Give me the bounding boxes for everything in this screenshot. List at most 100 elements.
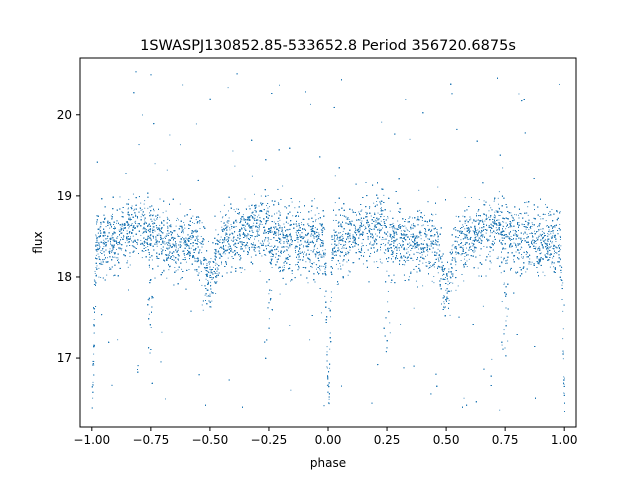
data-point xyxy=(130,217,131,219)
data-point xyxy=(192,222,193,224)
data-point xyxy=(163,269,165,271)
data-point xyxy=(527,214,529,216)
data-point xyxy=(149,243,151,245)
data-point xyxy=(520,213,522,215)
data-point xyxy=(442,274,443,276)
data-point xyxy=(152,232,154,234)
data-point xyxy=(275,256,277,258)
data-point xyxy=(471,197,472,199)
data-point xyxy=(538,237,539,239)
data-point xyxy=(117,258,119,260)
data-point xyxy=(477,233,479,235)
data-point xyxy=(477,210,479,212)
data-point xyxy=(379,230,381,232)
data-point xyxy=(525,271,527,273)
data-point xyxy=(507,223,509,225)
data-point xyxy=(531,244,533,246)
data-point xyxy=(334,246,336,248)
data-point xyxy=(421,251,423,253)
data-point xyxy=(227,87,229,89)
data-point xyxy=(232,150,234,152)
data-point xyxy=(147,224,149,226)
data-point xyxy=(455,253,457,255)
data-point xyxy=(503,226,505,228)
data-point xyxy=(215,229,217,231)
data-point xyxy=(464,263,466,265)
data-point xyxy=(433,266,435,268)
data-point xyxy=(263,242,264,244)
data-point xyxy=(202,309,204,311)
data-point xyxy=(339,255,341,257)
data-point xyxy=(482,220,484,222)
data-point xyxy=(337,244,339,246)
data-point xyxy=(333,255,335,257)
data-point xyxy=(559,250,561,252)
data-point xyxy=(179,241,181,243)
data-point xyxy=(433,235,435,237)
data-point xyxy=(241,241,243,243)
data-point xyxy=(443,307,445,309)
data-point xyxy=(547,243,549,245)
data-point xyxy=(323,256,325,258)
data-point xyxy=(516,214,517,216)
data-point xyxy=(113,252,115,254)
data-point xyxy=(314,214,316,216)
data-point xyxy=(427,251,429,253)
data-point xyxy=(152,230,154,232)
data-point xyxy=(235,226,237,227)
data-point xyxy=(182,236,183,238)
data-point xyxy=(153,229,155,231)
data-point xyxy=(543,232,545,234)
data-point xyxy=(403,229,405,231)
data-point xyxy=(278,267,280,269)
data-point xyxy=(286,234,288,236)
data-point xyxy=(149,228,150,230)
data-point xyxy=(285,257,287,259)
data-point xyxy=(126,240,128,242)
data-point xyxy=(97,253,99,255)
data-point xyxy=(229,245,231,247)
data-point xyxy=(279,84,280,86)
data-point xyxy=(389,247,390,249)
data-point xyxy=(169,243,171,245)
data-point xyxy=(143,224,145,225)
data-point xyxy=(404,264,406,266)
data-point xyxy=(183,222,185,224)
data-point xyxy=(427,254,429,256)
data-point xyxy=(550,253,552,255)
data-point xyxy=(326,367,328,369)
data-point xyxy=(289,232,291,234)
data-point xyxy=(225,214,227,216)
data-point xyxy=(221,217,223,219)
data-point xyxy=(394,235,396,237)
data-point xyxy=(230,239,232,241)
data-point xyxy=(399,249,400,251)
data-point xyxy=(362,232,364,234)
data-point xyxy=(459,230,461,232)
data-point xyxy=(447,284,449,286)
data-point xyxy=(389,233,391,235)
data-point xyxy=(365,245,367,247)
data-point xyxy=(397,244,398,246)
data-point xyxy=(515,271,517,273)
data-point xyxy=(500,232,502,234)
data-point xyxy=(535,251,537,253)
data-point xyxy=(433,225,435,227)
data-point xyxy=(353,262,355,264)
data-point xyxy=(242,214,244,216)
data-point xyxy=(551,242,553,244)
data-point xyxy=(270,256,272,257)
data-point xyxy=(320,312,322,314)
data-point xyxy=(549,254,551,256)
data-point xyxy=(216,276,218,278)
data-point xyxy=(271,253,273,254)
data-point xyxy=(338,240,340,242)
data-point xyxy=(547,233,549,235)
data-point xyxy=(517,243,519,245)
data-point xyxy=(174,267,176,268)
data-point xyxy=(561,284,563,286)
data-point xyxy=(165,398,166,400)
data-point xyxy=(200,236,202,237)
data-point xyxy=(401,225,403,226)
data-point xyxy=(427,225,429,226)
